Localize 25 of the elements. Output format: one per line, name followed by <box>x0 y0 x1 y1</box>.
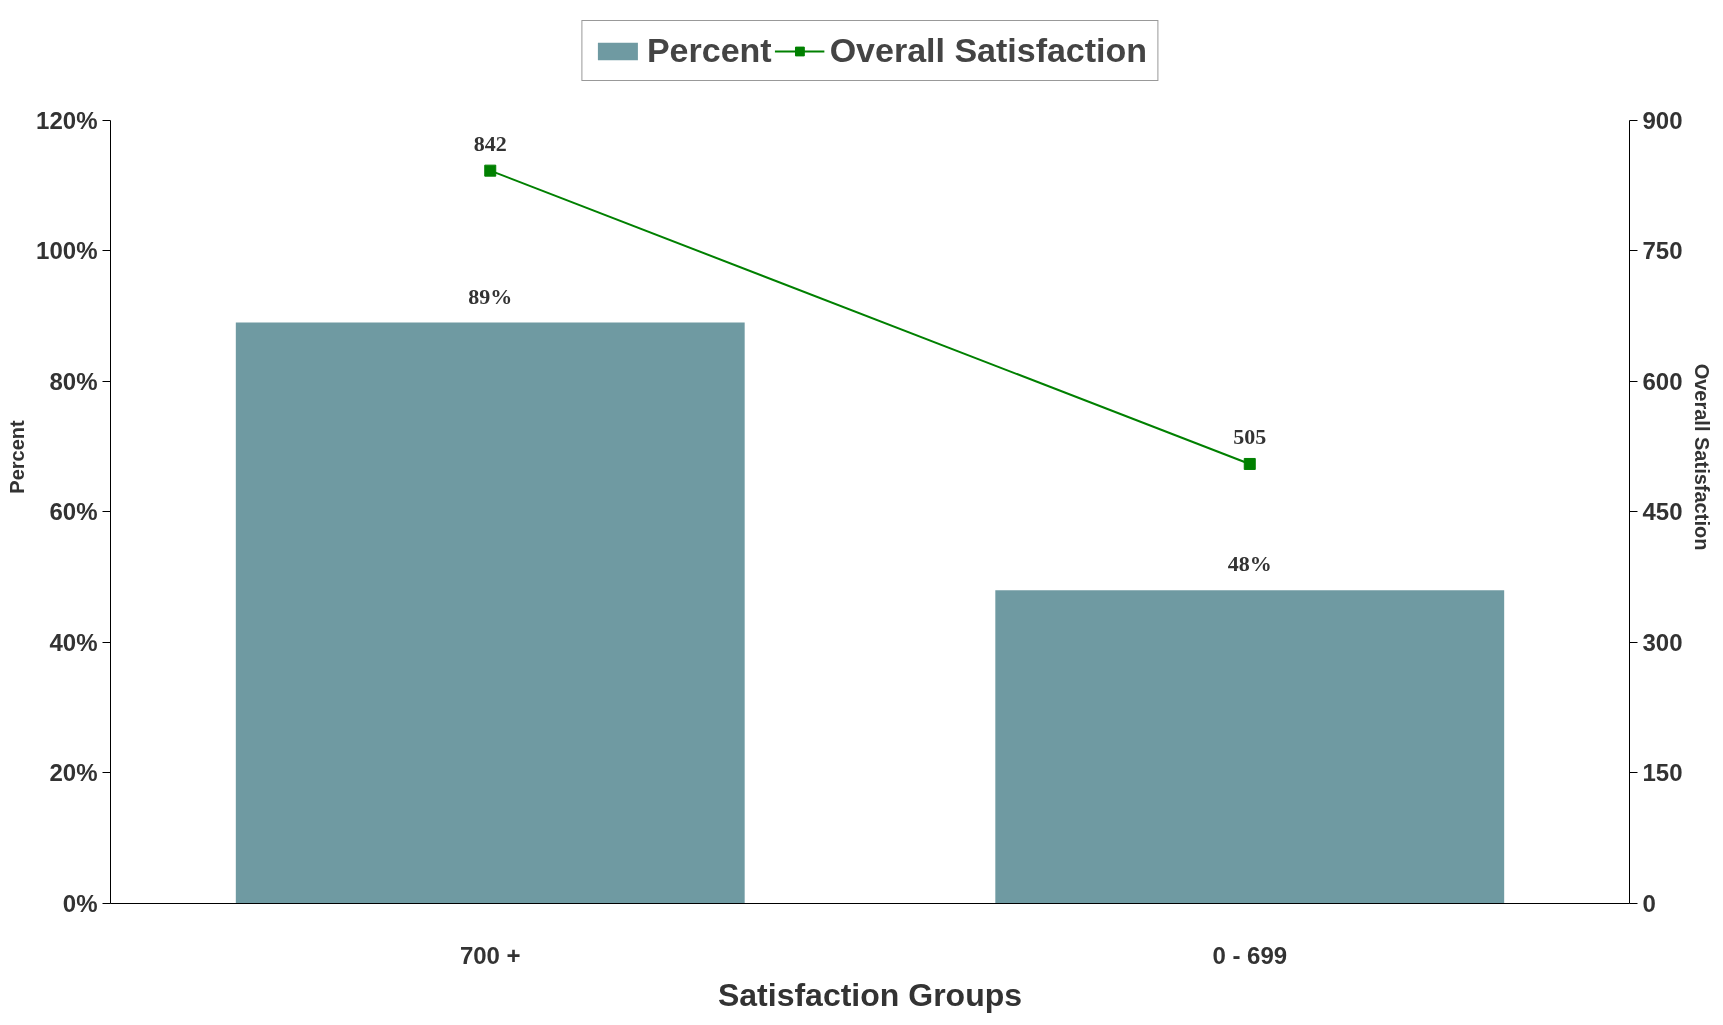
x-tick-label: 0 - 699 <box>1212 941 1288 969</box>
y-tick-label: 120% <box>36 106 98 134</box>
x-tick-label: 700 + <box>459 941 521 969</box>
y2-tick-label: 0 <box>1642 890 1656 917</box>
data-label: 89% <box>468 283 513 309</box>
legend-label: Percent <box>646 31 772 70</box>
y2-tick-label: 900 <box>1642 106 1683 134</box>
x-axis-title: Satisfaction Groups <box>717 976 1023 1013</box>
y2-axis-title: Overall Satisfaction <box>1690 363 1713 551</box>
y-tick-label: 0% <box>62 890 98 917</box>
y-axis-title: Percent <box>6 419 29 494</box>
legend-label: Overall Satisfaction <box>829 31 1148 70</box>
y-tick-label: 80% <box>49 367 98 395</box>
data-label: 48% <box>1227 551 1272 577</box>
y2-tick-label: 450 <box>1642 498 1683 526</box>
y2-tick-label: 150 <box>1642 759 1683 787</box>
data-label: 842 <box>473 130 507 156</box>
y-tick-label: 100% <box>36 237 98 265</box>
y-tick-label: 60% <box>49 498 98 526</box>
y2-tick-label: 300 <box>1642 628 1683 656</box>
data-label: 505 <box>1233 423 1267 449</box>
y2-tick-label: 600 <box>1642 367 1683 395</box>
y-tick-label: 40% <box>49 628 98 656</box>
y2-tick-label: 750 <box>1642 237 1683 265</box>
y-tick-label: 20% <box>49 759 98 787</box>
